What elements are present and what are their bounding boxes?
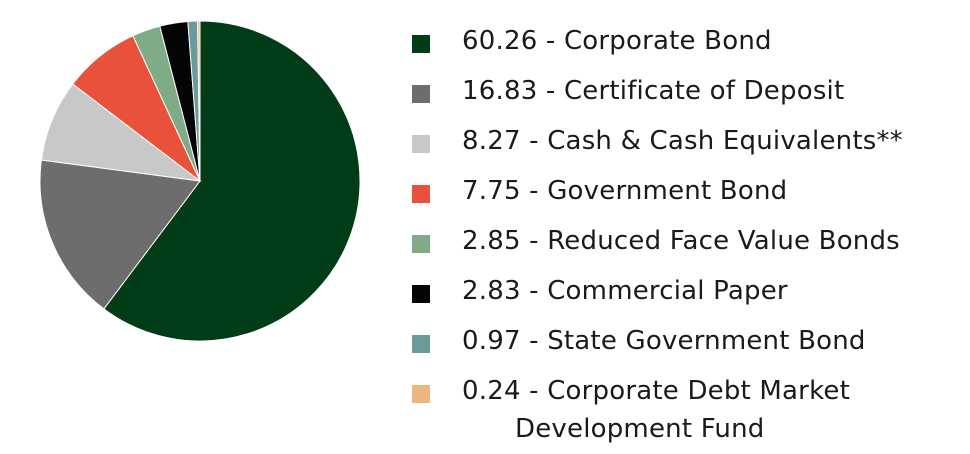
legend-item-certificate-of-deposit: 16.83 - Certificate of Deposit (412, 72, 968, 122)
legend-item-state-government-bond: 0.97 - State Government Bond (412, 322, 968, 372)
legend-label-corporate-bond: 60.26 - Corporate Bond (462, 26, 772, 56)
pie-slice-0 (103, 20, 361, 342)
legend-item-cash-equivalents: 8.27 - Cash & Cash Equivalents** (412, 122, 968, 172)
legend-swatch-government-bond (412, 185, 430, 203)
legend-swatch-corporate-debt-market-development-fund (412, 385, 430, 403)
legend-label-reduced-face-value-bonds: 2.85 - Reduced Face Value Bonds (462, 226, 900, 256)
legend-label-cash-equivalents: 8.27 - Cash & Cash Equivalents** (462, 126, 903, 156)
legend-label-line-1: 0.24 - Corporate Debt Market (462, 376, 850, 406)
legend-item-commercial-paper: 2.83 - Commercial Paper (412, 272, 968, 322)
legend-label-state-government-bond: 0.97 - State Government Bond (462, 326, 866, 356)
legend-swatch-certificate-of-deposit (412, 85, 430, 103)
legend-swatch-cash-equivalents (412, 135, 430, 153)
legend-swatch-reduced-face-value-bonds (412, 235, 430, 253)
pie-slice-1 (39, 159, 201, 310)
legend-label-government-bond: 7.75 - Government Bond (462, 176, 788, 206)
legend-swatch-commercial-paper (412, 285, 430, 303)
legend-item-reduced-face-value-bonds: 2.85 - Reduced Face Value Bonds (412, 222, 968, 272)
legend: 60.26 - Corporate Bond 16.83 - Certifica… (412, 22, 968, 454)
legend-item-corporate-bond: 60.26 - Corporate Bond (412, 22, 968, 72)
legend-label-commercial-paper: 2.83 - Commercial Paper (462, 276, 788, 306)
legend-label-corporate-debt-market-development-fund: 0.24 - Corporate Debt Market Development… (462, 372, 892, 448)
legend-item-government-bond: 7.75 - Government Bond (412, 172, 968, 222)
legend-swatch-corporate-bond (412, 35, 430, 53)
pie-chart-svg (39, 20, 361, 342)
legend-swatch-state-government-bond (412, 335, 430, 353)
legend-item-corporate-debt-market-development-fund: 0.24 - Corporate Debt Market Development… (412, 372, 968, 454)
pie-slice-7 (197, 20, 201, 182)
legend-label-certificate-of-deposit: 16.83 - Certificate of Deposit (462, 76, 845, 106)
legend-label-line-2: Development Fund (515, 414, 765, 444)
